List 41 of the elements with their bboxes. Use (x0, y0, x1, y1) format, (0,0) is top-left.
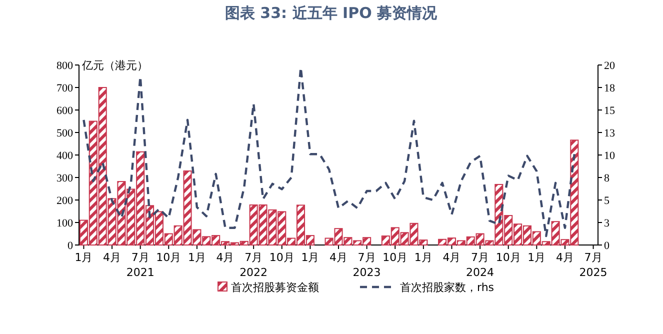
x-tick-label: 1月 (528, 251, 546, 264)
y-tick-label: 0 (68, 240, 74, 252)
y-tick-label: 500 (56, 128, 74, 140)
y-tick-label: 700 (56, 82, 74, 94)
x-tick-label: 4月 (330, 251, 348, 264)
x-tick-label: 4月 (103, 251, 122, 264)
x-tick-label: 4月 (442, 251, 461, 264)
legend-label: 首次招股募资金额 (231, 281, 319, 294)
chart-title: 图表 33: 近五年 IPO 募资情况 (224, 4, 438, 22)
y2-tick-label: 13 (604, 128, 616, 140)
y-tick-label: 800 (56, 60, 74, 72)
x-tick-label: 4月 (216, 251, 234, 264)
x-tick-label: 10月 (156, 251, 182, 264)
y-tick-label: 600 (56, 105, 74, 117)
x-tick-label: 10月 (269, 251, 294, 264)
x-tick-label: 7月 2023 (352, 251, 381, 279)
x-tick-label: 1月 (301, 251, 320, 264)
x-tick-label: 7月 2022 (240, 251, 268, 279)
x-tick-label: 7月 2021 (126, 251, 154, 279)
y-tick-label: 200 (56, 195, 74, 207)
x-tick-label: 7月 2024 (466, 251, 494, 279)
x-tick-label: 1月 (188, 251, 206, 264)
y-tick-label: 100 (56, 218, 74, 230)
x-tick-label: 10月 (382, 251, 408, 264)
x-tick-label: 10月 (496, 251, 521, 264)
x-tick-label: 7月 2025 (579, 251, 608, 279)
y2-tick-label: 3 (604, 218, 610, 230)
x-tick-label: 1月 (74, 251, 93, 264)
x-tick-label: 4月 (556, 251, 574, 264)
y2-tick-label: 5 (604, 195, 610, 207)
y-tick-label: 300 (56, 172, 74, 184)
y2-tick-label: 10 (604, 150, 616, 162)
y2-tick-label: 18 (604, 82, 616, 94)
y2-tick-label: 20 (604, 60, 616, 72)
y2-tick-label: 8 (604, 172, 610, 184)
y2-tick-label: 0 (604, 240, 610, 252)
y2-tick-label: 15 (604, 105, 616, 117)
legend-label: 首次招股家数，rhs (400, 281, 494, 294)
y-axis-title: 亿元（港元） (81, 59, 148, 72)
x-tick-label: 1月 (414, 251, 432, 264)
y-tick-label: 400 (56, 150, 74, 162)
